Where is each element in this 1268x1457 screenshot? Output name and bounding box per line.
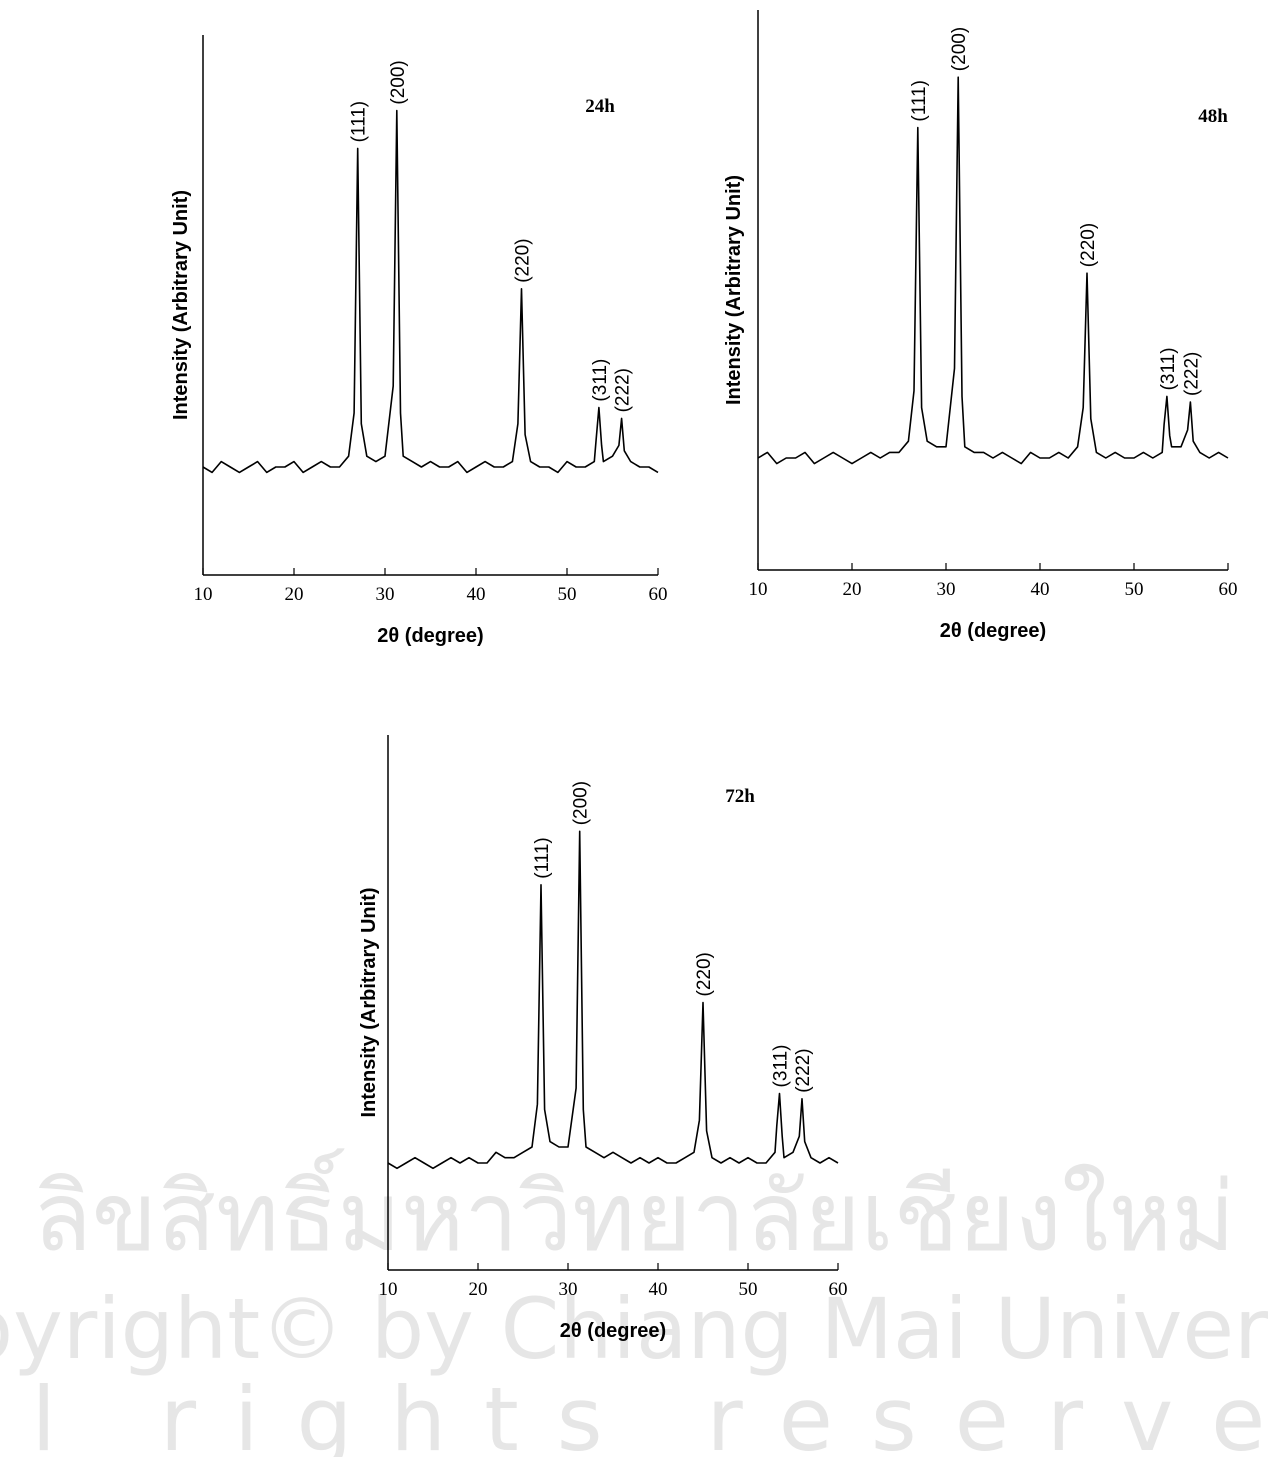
peak-label: (111) bbox=[909, 80, 930, 122]
x-tick-label: 40 bbox=[649, 1279, 668, 1300]
x-axis-label: 2θ (degree) bbox=[377, 625, 483, 647]
chart-title: 24h bbox=[585, 96, 615, 117]
x-tick-label: 40 bbox=[467, 584, 486, 605]
x-tick-label: 30 bbox=[376, 584, 395, 605]
x-tick-label: 60 bbox=[649, 584, 668, 605]
watermark-rights: All rights reserved bbox=[0, 1368, 1268, 1457]
chart-title: 48h bbox=[1198, 106, 1228, 127]
peak-label: (311) bbox=[771, 1044, 792, 1087]
x-tick-label: 30 bbox=[937, 579, 956, 600]
peak-label: (311) bbox=[590, 359, 611, 402]
x-tick-label: 50 bbox=[558, 584, 577, 605]
x-tick-label: 30 bbox=[559, 1279, 578, 1300]
y-axis-label: Intensity (Arbitrary Unit) bbox=[358, 887, 380, 1117]
xrd-chart: 10 20 30 40 50 60 2θ (degree) Intensity (Arbitr… bbox=[723, 10, 1238, 642]
x-tick-label: 10 bbox=[194, 584, 213, 605]
x-tick-label: 60 bbox=[1219, 579, 1238, 600]
x-tick-label: 20 bbox=[285, 584, 304, 605]
xrd-chart: 10 20 30 40 50 60 2θ (degree) Intensity (Arbitr… bbox=[170, 35, 668, 647]
peak-label: (222) bbox=[793, 1048, 814, 1092]
peak-label: (200) bbox=[388, 60, 409, 104]
x-tick-label: 50 bbox=[739, 1279, 758, 1300]
peak-label: (220) bbox=[513, 238, 534, 282]
peak-label: (220) bbox=[1078, 223, 1099, 267]
x-tick-label: 10 bbox=[749, 579, 768, 600]
peak-label: (111) bbox=[532, 837, 553, 879]
x-tick-label: 50 bbox=[1125, 579, 1144, 600]
x-tick-label: 40 bbox=[1031, 579, 1050, 600]
peak-label: (200) bbox=[949, 27, 970, 71]
page: ลิขสิทธิ์มหาวิทยาลัยเชียงใหม่ Copyright©… bbox=[0, 0, 1268, 1457]
peak-label: (311) bbox=[1158, 347, 1179, 390]
peak-label: (111) bbox=[349, 101, 370, 143]
x-tick-label: 20 bbox=[843, 579, 862, 600]
x-axis-label: 2θ (degree) bbox=[940, 620, 1046, 642]
xrd-line bbox=[388, 831, 838, 1168]
chart-title: 72h bbox=[725, 786, 755, 807]
x-tick-label: 10 bbox=[379, 1279, 398, 1300]
xrd-line bbox=[203, 111, 658, 473]
x-tick-label: 20 bbox=[469, 1279, 488, 1300]
x-tick-label: 60 bbox=[829, 1279, 848, 1300]
peak-label: (220) bbox=[694, 952, 715, 996]
xrd-line bbox=[758, 77, 1228, 463]
y-axis-label: Intensity (Arbitrary Unit) bbox=[170, 190, 192, 420]
peak-label: (222) bbox=[1181, 352, 1202, 396]
y-axis-label: Intensity (Arbitrary Unit) bbox=[723, 175, 745, 405]
peak-label: (200) bbox=[571, 781, 592, 825]
watermark-thai: ลิขสิทธิ์มหาวิทยาลัยเชียงใหม่ bbox=[33, 1148, 1235, 1273]
x-axis-label: 2θ (degree) bbox=[560, 1320, 666, 1342]
peak-label: (222) bbox=[613, 368, 634, 412]
